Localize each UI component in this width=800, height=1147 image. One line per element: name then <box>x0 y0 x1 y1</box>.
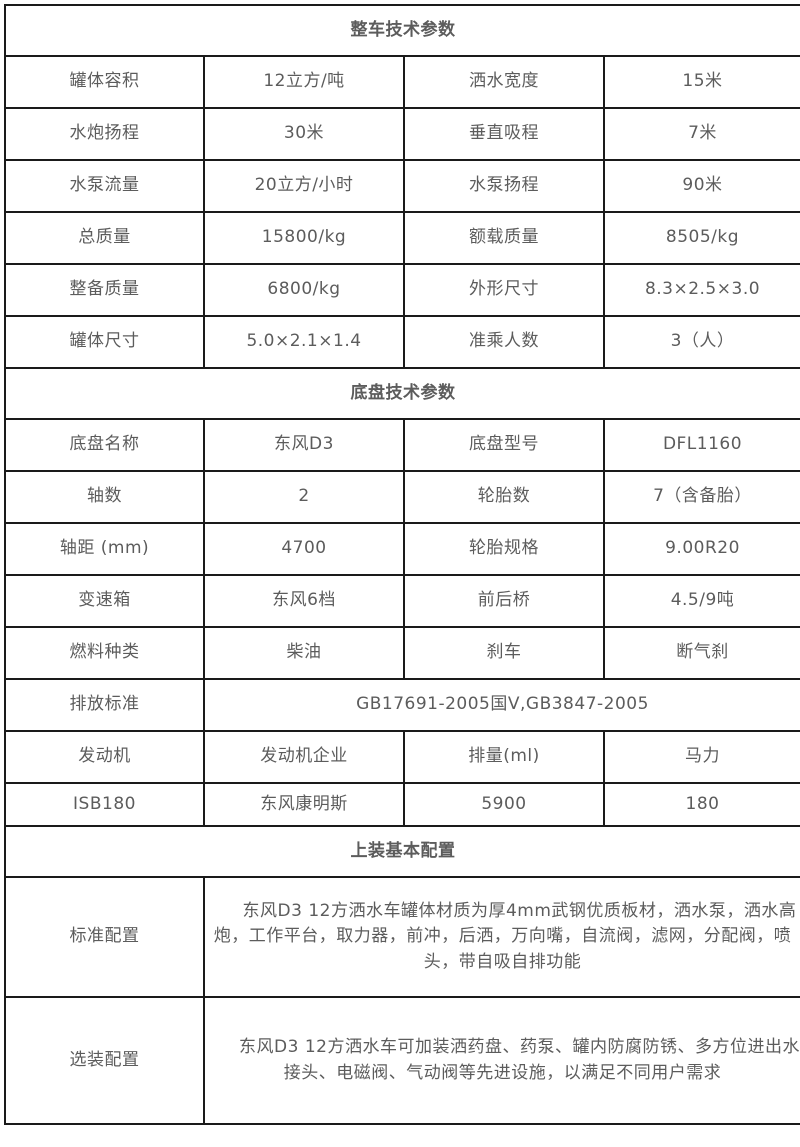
row-label-tank-capacity: 罐体容积 <box>4 55 205 109</box>
row-label-tank-dimensions: 罐体尺寸 <box>4 315 205 369</box>
config-text-optional: 东风D3 12方洒水车可加装洒药盘、药泵、罐内防腐防锈、多方位进出水接头、电磁阀… <box>203 996 800 1125</box>
row-label-fuel-type: 燃料种类 <box>4 626 205 680</box>
section-title-chassis: 底盘技术参数 <box>4 367 800 420</box>
row-label-tire-count: 轮胎数 <box>403 470 605 524</box>
table-row: 底盘名称 东风D3 底盘型号 DFL1160 <box>4 418 800 472</box>
row-value-chassis-model: DFL1160 <box>603 418 800 472</box>
row-value-cannon-range: 30米 <box>203 107 405 161</box>
row-label-gearbox: 变速箱 <box>4 574 205 628</box>
config-label-standard: 标准配置 <box>4 876 205 998</box>
table-row: 罐体尺寸 5.0×2.1×1.4 准乘人数 3（人） <box>4 315 800 369</box>
row-label-pump-flow: 水泵流量 <box>4 159 205 213</box>
engine-header-row: 发动机 发动机企业 排量(ml) 马力 <box>4 730 800 784</box>
row-value-pump-head: 90米 <box>603 159 800 213</box>
engine-header-horsepower: 马力 <box>603 730 800 784</box>
table-row: 水泵流量 20立方/小时 水泵扬程 90米 <box>4 159 800 213</box>
row-label-seating-capacity: 准乘人数 <box>403 315 605 369</box>
config-row-optional: 选装配置 东风D3 12方洒水车可加装洒药盘、药泵、罐内防腐防锈、多方位进出水接… <box>4 996 800 1125</box>
engine-header-engine: 发动机 <box>4 730 205 784</box>
row-value-spray-width: 15米 <box>603 55 800 109</box>
row-value-seating-capacity: 3（人） <box>603 315 800 369</box>
engine-value-horsepower: 180 <box>603 782 800 827</box>
section-header-row-vehicle: 整车技术参数 <box>4 4 800 57</box>
row-label-wheelbase: 轴距 (mm) <box>4 522 205 576</box>
table-row: 整备质量 6800/kg 外形尺寸 8.3×2.5×3.0 <box>4 263 800 317</box>
engine-value-manufacturer: 东风康明斯 <box>203 782 405 827</box>
row-label-axles: 前后桥 <box>403 574 605 628</box>
row-value-fuel-type: 柴油 <box>203 626 405 680</box>
engine-header-displacement: 排量(ml) <box>403 730 605 784</box>
row-label-axle-count: 轴数 <box>4 470 205 524</box>
row-value-rated-load: 8505/kg <box>603 211 800 265</box>
row-label-emission-standard: 排放标准 <box>4 678 205 732</box>
row-value-axle-count: 2 <box>203 470 405 524</box>
row-value-axles: 4.5/9吨 <box>603 574 800 628</box>
section-title-vehicle: 整车技术参数 <box>4 4 800 57</box>
table-row: 罐体容积 12立方/吨 洒水宽度 15米 <box>4 55 800 109</box>
engine-value-engine: ISB180 <box>4 782 205 827</box>
row-label-cannon-range: 水炮扬程 <box>4 107 205 161</box>
section-header-row-chassis: 底盘技术参数 <box>4 367 800 420</box>
row-label-pump-head: 水泵扬程 <box>403 159 605 213</box>
row-label-tire-spec: 轮胎规格 <box>403 522 605 576</box>
row-value-gross-mass: 15800/kg <box>203 211 405 265</box>
row-value-overall-dimensions: 8.3×2.5×3.0 <box>603 263 800 317</box>
row-label-brake: 刹车 <box>403 626 605 680</box>
config-text-standard: 东风D3 12方洒水车罐体材质为厚4mm武钢优质板材，洒水泵，洒水高炮，工作平台… <box>203 876 800 998</box>
vehicle-spec-table: 整车技术参数 罐体容积 12立方/吨 洒水宽度 15米 水炮扬程 30米 垂直吸… <box>4 4 800 1125</box>
row-value-wheelbase: 4700 <box>203 522 405 576</box>
engine-values-row: ISB180 东风康明斯 5900 180 <box>4 782 800 827</box>
row-value-brake: 断气刹 <box>603 626 800 680</box>
row-value-vertical-suction: 7米 <box>603 107 800 161</box>
row-value-chassis-name: 东风D3 <box>203 418 405 472</box>
table-row-emission-standard: 排放标准 GB17691-2005国Ⅴ,GB3847-2005 <box>4 678 800 732</box>
row-label-chassis-model: 底盘型号 <box>403 418 605 472</box>
config-row-standard: 标准配置 东风D3 12方洒水车罐体材质为厚4mm武钢优质板材，洒水泵，洒水高炮… <box>4 876 800 998</box>
row-value-emission-standard: GB17691-2005国Ⅴ,GB3847-2005 <box>203 678 800 732</box>
row-value-tank-capacity: 12立方/吨 <box>203 55 405 109</box>
row-label-spray-width: 洒水宽度 <box>403 55 605 109</box>
engine-header-manufacturer: 发动机企业 <box>203 730 405 784</box>
row-label-curb-mass: 整备质量 <box>4 263 205 317</box>
engine-value-displacement: 5900 <box>403 782 605 827</box>
table-row: 轴距 (mm) 4700 轮胎规格 9.00R20 <box>4 522 800 576</box>
row-value-gearbox: 东风6档 <box>203 574 405 628</box>
section-header-row-upper-config: 上装基本配置 <box>4 825 800 878</box>
table-row: 水炮扬程 30米 垂直吸程 7米 <box>4 107 800 161</box>
row-value-tire-count: 7（含备胎） <box>603 470 800 524</box>
row-value-tire-spec: 9.00R20 <box>603 522 800 576</box>
row-label-gross-mass: 总质量 <box>4 211 205 265</box>
row-label-chassis-name: 底盘名称 <box>4 418 205 472</box>
table-row: 轴数 2 轮胎数 7（含备胎） <box>4 470 800 524</box>
table-row: 总质量 15800/kg 额载质量 8505/kg <box>4 211 800 265</box>
config-label-optional: 选装配置 <box>4 996 205 1125</box>
row-label-vertical-suction: 垂直吸程 <box>403 107 605 161</box>
row-value-curb-mass: 6800/kg <box>203 263 405 317</box>
table-row: 燃料种类 柴油 刹车 断气刹 <box>4 626 800 680</box>
section-title-upper-config: 上装基本配置 <box>4 825 800 878</box>
row-value-tank-dimensions: 5.0×2.1×1.4 <box>203 315 405 369</box>
row-label-overall-dimensions: 外形尺寸 <box>403 263 605 317</box>
table-row: 变速箱 东风6档 前后桥 4.5/9吨 <box>4 574 800 628</box>
row-value-pump-flow: 20立方/小时 <box>203 159 405 213</box>
row-label-rated-load: 额载质量 <box>403 211 605 265</box>
